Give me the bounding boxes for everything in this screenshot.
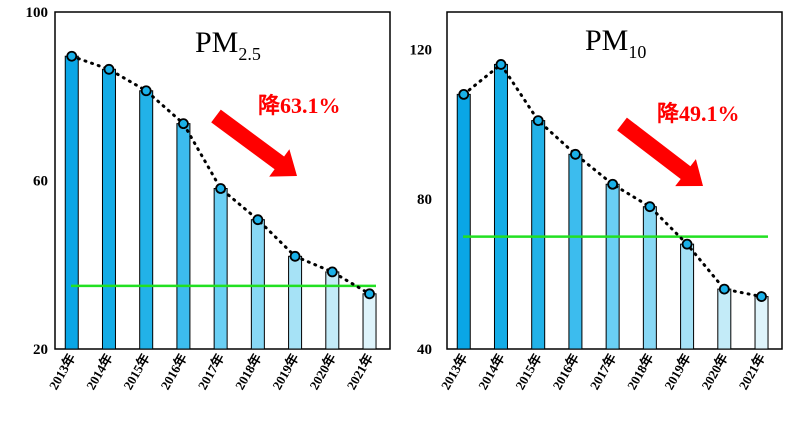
x-tick-label: 2020年 xyxy=(698,351,730,392)
y-tick-label: 100 xyxy=(26,5,49,21)
y-tick-label: 40 xyxy=(417,342,432,358)
data-point xyxy=(66,50,78,62)
trend-line xyxy=(70,54,372,296)
data-point xyxy=(103,63,115,75)
title-main: PM xyxy=(585,24,628,57)
x-tick-label: 2013年 xyxy=(46,351,78,392)
bar xyxy=(64,55,79,350)
bar xyxy=(362,293,377,350)
bar xyxy=(642,206,657,350)
data-point xyxy=(495,59,507,70)
bar xyxy=(680,243,695,350)
y-tick-label: 120 xyxy=(410,42,433,58)
data-point xyxy=(681,238,693,250)
x-tick-label: 2014年 xyxy=(475,351,507,392)
pm10-chart: 40 80 120 2013年 2014年 2015年 2016年 2017年 2018年 201… xyxy=(410,11,783,392)
bar xyxy=(101,68,116,350)
data-point xyxy=(140,85,152,97)
bar xyxy=(493,63,508,350)
title-main: PM xyxy=(195,26,238,59)
data-point xyxy=(532,115,544,126)
x-tick-label: 2017年 xyxy=(195,351,227,392)
data-point xyxy=(178,118,189,130)
trend-line xyxy=(462,62,764,299)
title-subscript: 2.5 xyxy=(238,44,261,64)
x-tick-label: 2015年 xyxy=(512,351,544,392)
x-tick-label: 2021年 xyxy=(736,351,768,392)
y-tick-label: 60 xyxy=(33,174,48,190)
bar xyxy=(605,183,620,350)
data-point xyxy=(607,178,619,190)
x-tick-label: 2019年 xyxy=(661,351,693,392)
bar xyxy=(456,93,471,350)
x-tick-label: 2018年 xyxy=(624,351,656,392)
decrease-annotation: 降63.1% xyxy=(258,93,341,118)
decrease-arrow-icon xyxy=(211,109,297,177)
x-tick-label: 2020年 xyxy=(306,351,338,392)
bar xyxy=(250,219,265,350)
chart-title: PM10 xyxy=(585,24,646,62)
x-tick-label: 2015年 xyxy=(120,351,152,392)
data-point xyxy=(644,201,656,213)
data-point xyxy=(326,266,338,278)
bar xyxy=(717,288,732,350)
bar xyxy=(288,255,303,350)
data-point xyxy=(289,250,301,262)
bar xyxy=(531,120,546,350)
x-tick-label: 2016年 xyxy=(550,351,582,392)
bar xyxy=(754,296,769,350)
data-point xyxy=(570,148,581,160)
x-tick-label: 2014年 xyxy=(83,351,115,392)
y-tick-label: 80 xyxy=(417,192,432,208)
data-point xyxy=(718,283,730,295)
bar xyxy=(176,123,191,350)
data-point xyxy=(458,88,470,100)
decrease-arrow-icon xyxy=(617,117,703,187)
pm25-chart: 20 60 100 2013年 2014年 2015年 2016年 2017年 2018年 201… xyxy=(26,5,391,392)
bar xyxy=(325,271,340,350)
data-point xyxy=(215,183,227,194)
x-tick-label: 2021年 xyxy=(344,351,376,392)
data-point xyxy=(756,291,767,302)
x-tick-label: 2013年 xyxy=(438,351,470,392)
bar xyxy=(139,90,154,350)
y-tick-label: 20 xyxy=(33,342,48,358)
x-tick-label: 2018年 xyxy=(232,351,264,392)
data-point xyxy=(364,288,375,300)
bar xyxy=(568,153,583,350)
bar xyxy=(213,188,228,350)
decrease-annotation: 降49.1% xyxy=(657,101,740,126)
x-tick-label: 2017年 xyxy=(587,351,619,392)
x-tick-label: 2016年 xyxy=(158,351,190,392)
data-point xyxy=(252,214,264,226)
title-subscript: 10 xyxy=(628,42,646,62)
chart-title: PM2.5 xyxy=(195,26,261,64)
x-tick-label: 2019年 xyxy=(269,351,301,392)
